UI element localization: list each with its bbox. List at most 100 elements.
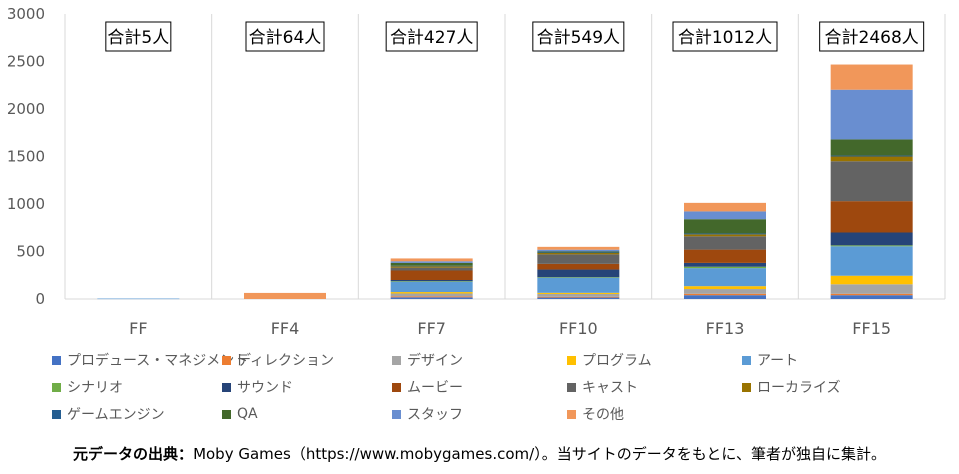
bar-segment <box>537 297 620 299</box>
legend-item: プロデュース・マネジメント <box>52 350 248 370</box>
category-label: FF10 <box>559 319 598 338</box>
total-label: 合計64人 <box>245 21 325 52</box>
source-note: 元データの出典：Moby Games（https://www.mobygames… <box>0 443 959 464</box>
bar-segment <box>537 296 620 298</box>
total-label-box <box>245 21 325 52</box>
legend-label: その他 <box>582 407 624 423</box>
bar-segment <box>684 236 766 250</box>
legend-item: ディレクション <box>222 350 392 370</box>
legend: プロデュース・マネジメント ディレクション デザイン プログラム アートシナリオ サウンド… <box>52 350 912 424</box>
bars <box>97 64 913 300</box>
category-separators <box>64 14 946 300</box>
legend-label: ローカライズ <box>757 380 841 396</box>
legend-label: ゲームエンジン <box>67 407 165 423</box>
total-label-text: 合計427人 <box>390 28 473 48</box>
legend-item: アート <box>742 350 912 370</box>
x-axis: FF FF4 FF7 FF10 FF13 FF15 <box>129 319 891 338</box>
bar-segment <box>537 293 620 297</box>
total-label-box <box>672 21 778 52</box>
legend-swatch <box>567 409 576 419</box>
total-label-box <box>105 21 172 52</box>
bar-segment <box>684 211 766 220</box>
bar-segment <box>537 251 620 253</box>
legend-item: ゲームエンジン <box>52 404 222 424</box>
bar-segment <box>830 275 913 285</box>
total-label-box <box>385 21 478 52</box>
bar-segment <box>390 281 473 293</box>
y-tick-label: 500 <box>16 243 45 261</box>
bar-segment <box>537 252 620 255</box>
legend-item: その他 <box>567 404 742 424</box>
category-label: FF4 <box>271 319 300 338</box>
bar-segment <box>390 261 473 263</box>
bar-segment <box>684 289 766 294</box>
legend-label: サウンド <box>237 380 293 396</box>
bar-segment <box>390 262 473 266</box>
bar-segment <box>830 156 913 162</box>
y-tick-label: 0 <box>35 290 45 308</box>
y-axis: 0 500 1000 1500 2000 2500 3000 <box>7 5 45 308</box>
y-tick-label: 2500 <box>7 53 45 71</box>
bar-segment <box>390 266 473 268</box>
legend-label: シナリオ <box>67 380 123 396</box>
bar-segment <box>537 249 620 252</box>
y-tick-label: 1000 <box>7 195 45 213</box>
legend-label: QA <box>237 406 258 422</box>
legend-label: スタッフ <box>407 407 463 423</box>
legend-swatch <box>222 382 231 392</box>
bar-segment <box>537 246 620 250</box>
legend-label: ムービー <box>407 380 463 396</box>
legend-item: スタッフ <box>392 404 567 424</box>
category-label: FF <box>129 319 147 338</box>
legend-swatch <box>222 355 231 365</box>
bar-segment <box>684 266 766 269</box>
legend-swatch <box>392 409 401 419</box>
bar-segment <box>390 258 473 262</box>
bar-segment <box>830 232 913 246</box>
legend-label: ディレクション <box>237 353 335 369</box>
total-label-text: 合計5人 <box>107 28 169 48</box>
bar-segment <box>830 139 913 156</box>
legend-swatch <box>222 409 231 419</box>
legend-item: プログラム <box>567 350 742 370</box>
bar-segment <box>537 269 620 278</box>
total-label: 合計549人 <box>532 21 625 52</box>
stacked-bar-chart: 0 500 1000 1500 2000 2500 3000 合計5人 合計64人 合計427人… <box>7 5 946 338</box>
bar-segment <box>390 281 473 282</box>
bar-segment <box>684 286 766 290</box>
bar-segment <box>537 263 620 270</box>
legend-swatch <box>52 409 61 419</box>
y-tick-label: 2000 <box>7 100 45 118</box>
total-label-text: 合計64人 <box>249 28 322 48</box>
category-label: FF13 <box>706 319 745 338</box>
legend-swatch <box>742 355 751 365</box>
total-label-text: 合計549人 <box>537 28 620 48</box>
bar-segment <box>390 270 473 280</box>
bar-segment <box>830 284 913 294</box>
bar-segment <box>390 297 473 299</box>
bar-segment <box>537 277 620 278</box>
bar-segment <box>684 233 766 235</box>
bar-segment <box>830 161 913 202</box>
bar-segment <box>684 219 766 234</box>
bar-segment <box>684 268 766 287</box>
bar-segment <box>830 246 913 276</box>
bar-segment <box>684 295 766 299</box>
category-label: FF15 <box>852 319 891 338</box>
bar-segment <box>830 293 913 296</box>
bar-segment <box>830 155 913 157</box>
bar-segment <box>830 64 913 90</box>
total-label: 合計2468人 <box>819 21 925 52</box>
legend-label: キャスト <box>582 380 638 396</box>
total-label: 合計5人 <box>105 21 172 52</box>
legend-item: デザイン <box>392 350 567 370</box>
total-labels: 合計5人 合計64人 合計427人 合計549人 合計1012人 合計2468人 <box>105 21 925 52</box>
bar-segment <box>390 292 473 294</box>
legend-swatch <box>742 382 751 392</box>
bar-segment <box>684 234 766 237</box>
total-label: 合計427人 <box>385 21 478 52</box>
bar-segment <box>390 293 473 297</box>
legend-item: QA <box>222 404 392 424</box>
y-tick-label: 3000 <box>7 5 45 23</box>
legend-label: アート <box>757 353 799 369</box>
